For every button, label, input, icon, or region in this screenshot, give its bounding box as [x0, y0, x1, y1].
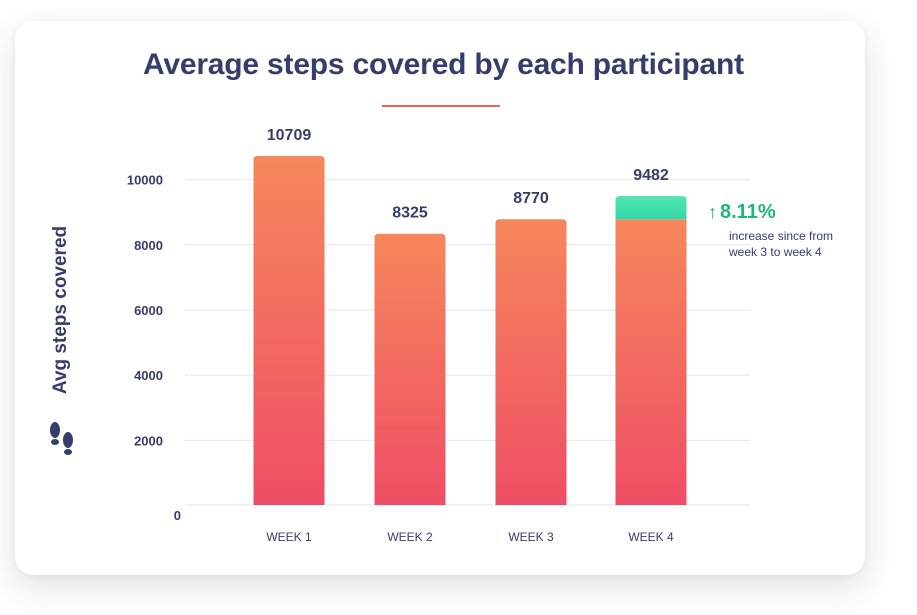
x-tick-label: WEEK 1: [266, 530, 312, 544]
y-tick-label: 10000: [127, 173, 163, 188]
bar: [253, 156, 325, 505]
bar-increase-segment: [615, 195, 687, 220]
bar-value-label: 8325: [392, 205, 428, 222]
increase-note: increase since from week 3 to week 4: [729, 228, 868, 260]
x-tick-label: WEEK 4: [628, 530, 674, 544]
footprints-icon: [50, 422, 73, 455]
y-tick-label: 0: [174, 508, 181, 523]
bar: [374, 233, 446, 505]
y-tick-label: 6000: [134, 303, 163, 318]
bar-value-label: 8770: [513, 190, 549, 207]
bar-value-label: 9482: [633, 167, 669, 184]
title-underline: [382, 105, 500, 107]
arrow-up-icon: ↑: [708, 202, 717, 222]
x-tick-label: WEEK 2: [387, 530, 433, 544]
increase-note-line-2: week 3 to week 4: [729, 245, 822, 259]
increase-percent: ↑ 8.11%: [708, 199, 868, 225]
y-tick-label: 4000: [134, 368, 163, 383]
y-tick-label: 8000: [134, 238, 163, 253]
y-tick-label: 2000: [134, 433, 163, 448]
bar: [615, 219, 687, 506]
bar-value-label: 10709: [267, 127, 312, 144]
bar: [495, 219, 567, 506]
increase-note-line-1: increase since from: [729, 229, 834, 243]
x-tick-label: WEEK 3: [508, 530, 554, 544]
increase-annotation: ↑ 8.11% increase since from week 3 to wee…: [708, 199, 868, 260]
chart-title: Average steps covered by each participan…: [143, 48, 744, 81]
increase-value: 8.11%: [720, 201, 776, 223]
